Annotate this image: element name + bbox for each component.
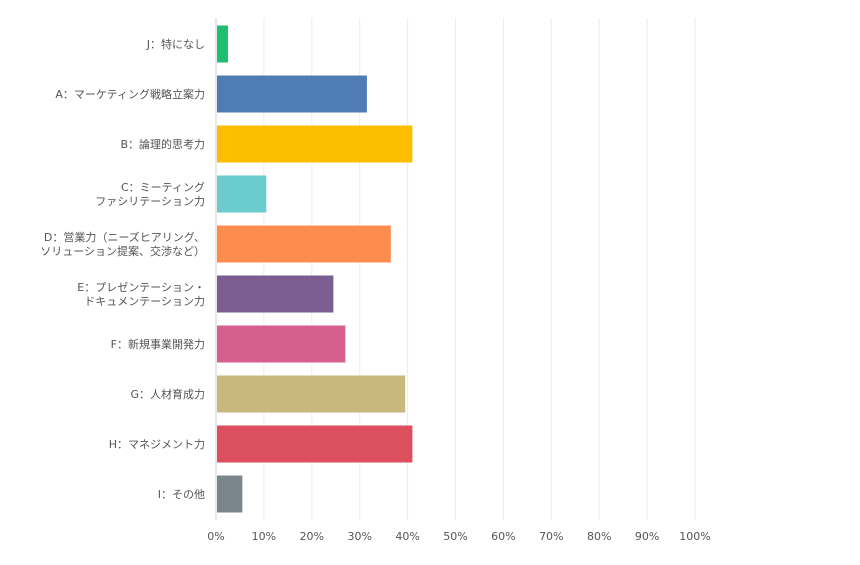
x-tick-label: 60% bbox=[491, 530, 515, 543]
bar bbox=[217, 75, 367, 113]
x-tick-label: 40% bbox=[395, 530, 419, 543]
category-label: F：新規事業開発力 bbox=[111, 337, 205, 351]
category-label: J：特になし bbox=[146, 37, 205, 51]
x-axis-tick-labels: 0% 10% 20% 30% 40% 50% 60% 70% 80% 90% 100% bbox=[207, 530, 710, 543]
bar bbox=[217, 375, 406, 413]
x-tick-label: 80% bbox=[587, 530, 611, 543]
bar bbox=[217, 275, 334, 313]
x-tick-label: 90% bbox=[635, 530, 659, 543]
category-label: G：人材育成力 bbox=[130, 387, 205, 401]
category-labels: J：特になし A：マーケティング戦略立案力 B：論理的思考力 C：ミーティングファシリ… bbox=[40, 37, 205, 501]
bar bbox=[217, 225, 391, 263]
bars bbox=[217, 25, 413, 513]
x-tick-label: 100% bbox=[679, 530, 710, 543]
x-tick-label: 0% bbox=[207, 530, 224, 543]
category-label: D：営業力（ニーズヒアリング、 bbox=[44, 230, 205, 244]
category-label: E：プレゼンテーション・ bbox=[77, 281, 205, 294]
x-tick-label: 70% bbox=[539, 530, 563, 543]
bar bbox=[217, 475, 243, 513]
category-label: ファシリテーション力 bbox=[95, 195, 205, 208]
category-label: ドキュメンテーション力 bbox=[84, 295, 205, 308]
bar bbox=[217, 325, 346, 363]
bar bbox=[217, 25, 228, 63]
bar bbox=[217, 425, 413, 463]
x-tick-label: 20% bbox=[300, 530, 324, 543]
category-label: H：マネジメント力 bbox=[109, 438, 205, 451]
x-tick-label: 10% bbox=[252, 530, 276, 543]
category-label: ソリューション提案、交渉など） bbox=[40, 244, 205, 258]
x-tick-label: 30% bbox=[347, 530, 371, 543]
category-label: C：ミーティング bbox=[121, 180, 205, 194]
bar bbox=[217, 175, 267, 213]
x-tick-label: 50% bbox=[443, 530, 467, 543]
category-label: B：論理的思考力 bbox=[120, 137, 205, 151]
bar bbox=[217, 125, 413, 163]
category-label: A：マーケティング戦略立案力 bbox=[55, 87, 205, 101]
category-label: I：その他 bbox=[158, 488, 205, 501]
